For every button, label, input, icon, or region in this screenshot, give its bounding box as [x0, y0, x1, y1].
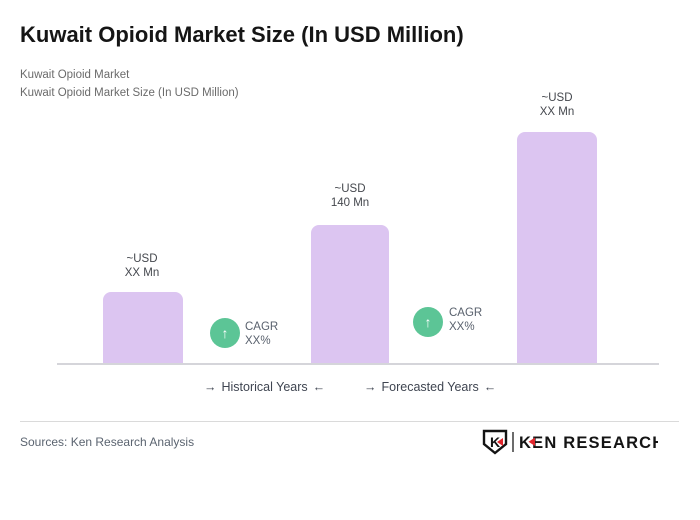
- left-arrow-icon: ←: [312, 380, 326, 394]
- sources-text: Sources: Ken Research Analysis: [20, 435, 195, 449]
- right-arrow-icon: →: [204, 380, 217, 394]
- bar-value-label-3: ~USD XX Mn: [539, 92, 575, 118]
- up-arrow-icon: ↑: [221, 325, 229, 341]
- bar-forecast: [517, 132, 597, 363]
- left-arrow-icon: ←: [483, 380, 497, 394]
- subtitle-line-1: Kuwait Opioid Market: [20, 69, 130, 81]
- bar-historical-start: [103, 292, 183, 363]
- axis-group-text: Historical Years: [221, 380, 308, 394]
- logo-k-red-wedge: [528, 437, 535, 446]
- cagr-value: XX%: [449, 321, 475, 333]
- axis-group-text: Forecasted Years: [381, 380, 479, 394]
- bar-value-label-1: ~USD XX Mn: [124, 253, 160, 279]
- cagr-label: CAGR: [449, 307, 483, 319]
- bar-value-label-2: ~USD 140 Mn: [330, 183, 370, 209]
- logo-shield: [482, 429, 508, 455]
- footer-divider: [20, 421, 679, 422]
- up-arrow-icon: ↑: [424, 314, 432, 330]
- bar-historical-end: [311, 225, 389, 363]
- logo-shield-red-wedge: [497, 438, 503, 446]
- right-arrow-icon: →: [364, 380, 377, 394]
- cagr-badge-text-2: CAGR XX%: [449, 306, 482, 334]
- chart-subtitle: Kuwait Opioid Market Kuwait Opioid Marke…: [20, 66, 239, 102]
- ken-research-logo: K KEN RESEARCH: [482, 429, 658, 455]
- logo-shield-letter: K: [490, 434, 500, 450]
- logo-text: KEN RESEARCH: [519, 434, 658, 452]
- axis-baseline: [57, 363, 659, 365]
- cagr-badge-circle: ↑: [210, 318, 240, 348]
- subtitle-line-2: Kuwait Opioid Market Size (In USD Millio…: [20, 87, 239, 99]
- cagr-value: XX%: [245, 335, 271, 347]
- axis-group-label-forecasted: → Forecasted Years ←: [359, 380, 501, 394]
- cagr-badge-text-1: CAGR XX%: [245, 320, 278, 348]
- axis-group-label-historical: → Historical Years ←: [199, 380, 330, 394]
- cagr-label: CAGR: [245, 321, 279, 333]
- page-title: Kuwait Opioid Market Size (In USD Millio…: [20, 22, 464, 47]
- cagr-badge-circle: ↑: [413, 307, 443, 337]
